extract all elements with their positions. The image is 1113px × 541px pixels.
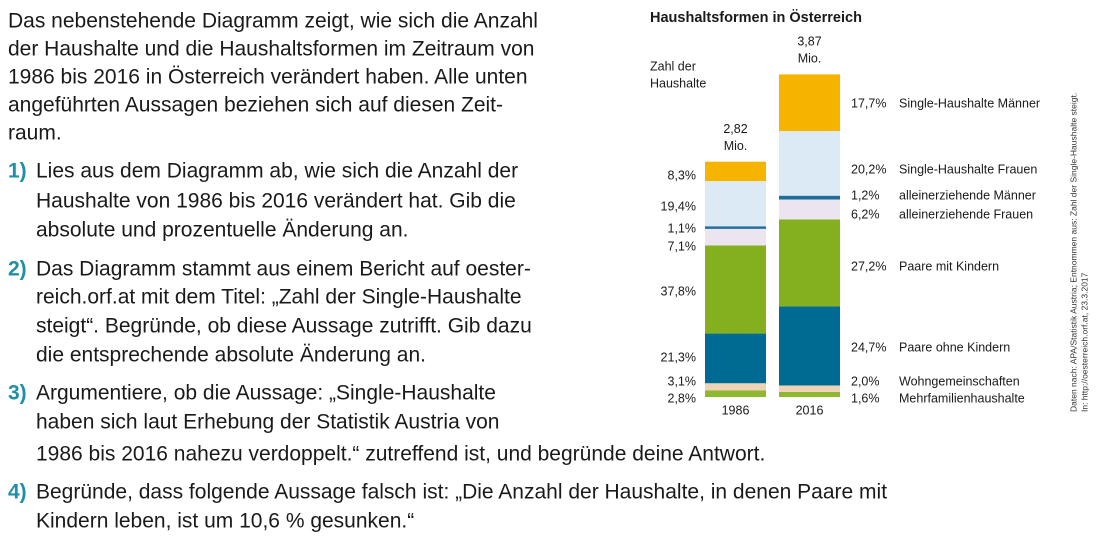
value-label: 27,2% xyxy=(851,259,886,273)
value-label: 1,1% xyxy=(668,221,697,235)
legend-label: Single-Haushalte Männer xyxy=(899,96,1040,110)
value-label: 21,3% xyxy=(661,350,696,364)
task-line: die entsprechende absolute Änderung an. xyxy=(36,344,426,367)
x-tick-label: 2016 xyxy=(796,403,824,417)
source-note: In: http://oesterreich.orf.at, 23.3.2017 xyxy=(1079,272,1089,412)
bar-segment xyxy=(705,245,766,334)
bar-segment xyxy=(705,383,766,391)
intro-line: 1986 bis 2016 in Österreich verändert ha… xyxy=(8,66,528,89)
bar-segment xyxy=(705,181,766,227)
task-number: 1) xyxy=(8,160,27,183)
task-line: Haushalte von 1986 bis 2016 verändert ha… xyxy=(36,190,516,213)
legend-label: Mehrfamilienhaushalte xyxy=(899,391,1025,405)
task-line: haben sich laut Erhebung der Statistik A… xyxy=(36,411,499,434)
task-line: Argumentiere, ob die Aussage: „Single-Ha… xyxy=(36,382,496,405)
y-label: Zahl der xyxy=(650,59,696,73)
bar-segment xyxy=(705,161,766,182)
chart-title: Haushaltsformen in Österreich xyxy=(650,9,862,26)
intro-line: der Haushalte und die Haushaltsformen im… xyxy=(8,38,534,61)
intro-line: raum. xyxy=(8,122,62,145)
value-label: 1,2% xyxy=(851,188,880,202)
bar-segment xyxy=(779,199,840,220)
bar-segment xyxy=(705,226,766,229)
total-label: 2,82 xyxy=(723,122,747,136)
value-label: 24,7% xyxy=(851,340,886,354)
x-tick-label: 1986 xyxy=(722,403,750,417)
task-line: absolute und prozentuelle Änderung an. xyxy=(36,219,408,242)
value-label: 20,2% xyxy=(851,162,886,176)
task-line: reich.orf.at mit dem Titel: „Zahl der Si… xyxy=(36,286,522,309)
intro-line: angeführten Aussagen beziehen sich auf d… xyxy=(8,94,503,117)
y-label: Haushalte xyxy=(650,76,706,90)
task-number: 3) xyxy=(8,382,27,405)
source-note: Daten nach: APA/Statistik Austria; Entno… xyxy=(1068,93,1078,412)
task-line: 1986 bis 2016 nahezu verdoppelt.“ zutref… xyxy=(36,443,765,466)
legend-label: Single-Haushalte Frauen xyxy=(899,162,1037,176)
task-number: 4) xyxy=(8,481,27,504)
value-label: 1,6% xyxy=(851,391,880,405)
bar-segment xyxy=(779,74,840,132)
bar-segment xyxy=(779,195,840,200)
total-label: Mio. xyxy=(798,52,822,66)
value-label: 2,8% xyxy=(668,391,697,405)
task-line: Das Diagramm stammt aus einem Bericht au… xyxy=(36,258,531,281)
total-label: 3,87 xyxy=(797,35,821,49)
legend-label: alleinerziehende Männer xyxy=(899,188,1036,202)
value-label: 2,0% xyxy=(851,374,880,388)
value-label: 3,1% xyxy=(668,374,697,388)
total-label: Mio. xyxy=(724,139,748,153)
value-label: 17,7% xyxy=(851,96,886,110)
bar-segment xyxy=(705,390,766,397)
legend-label: Wohngemeinschaften xyxy=(899,374,1020,388)
bar-segment xyxy=(779,385,840,392)
bar-segment xyxy=(779,391,840,397)
task-line: Begründe, dass folgende Aussage falsch i… xyxy=(36,481,887,504)
bar-segment xyxy=(705,333,766,384)
value-label: 7,1% xyxy=(668,239,697,253)
bar-segment xyxy=(779,306,840,386)
task-line: Kindern leben, ist um 10,6 % gesunken.“ xyxy=(36,510,414,533)
value-label: 8,3% xyxy=(668,168,697,182)
intro-line: Das nebenstehende Diagramm zeigt, wie si… xyxy=(8,10,538,33)
bar-segment xyxy=(779,219,840,307)
task-line: steigt“. Begründe, ob diese Aussage zutr… xyxy=(36,315,532,338)
legend-label: Paare ohne Kindern xyxy=(899,340,1010,354)
value-label: 19,4% xyxy=(661,199,696,213)
legend-label: alleinerziehende Frauen xyxy=(899,207,1033,221)
value-label: 37,8% xyxy=(661,284,696,298)
task-number: 2) xyxy=(8,258,27,281)
bar-segment xyxy=(779,131,840,196)
bar-segment xyxy=(705,228,766,246)
legend-label: Paare mit Kindern xyxy=(899,259,999,273)
task-line: Lies aus dem Diagramm ab, wie sich die A… xyxy=(36,160,518,183)
value-label: 6,2% xyxy=(851,207,880,221)
